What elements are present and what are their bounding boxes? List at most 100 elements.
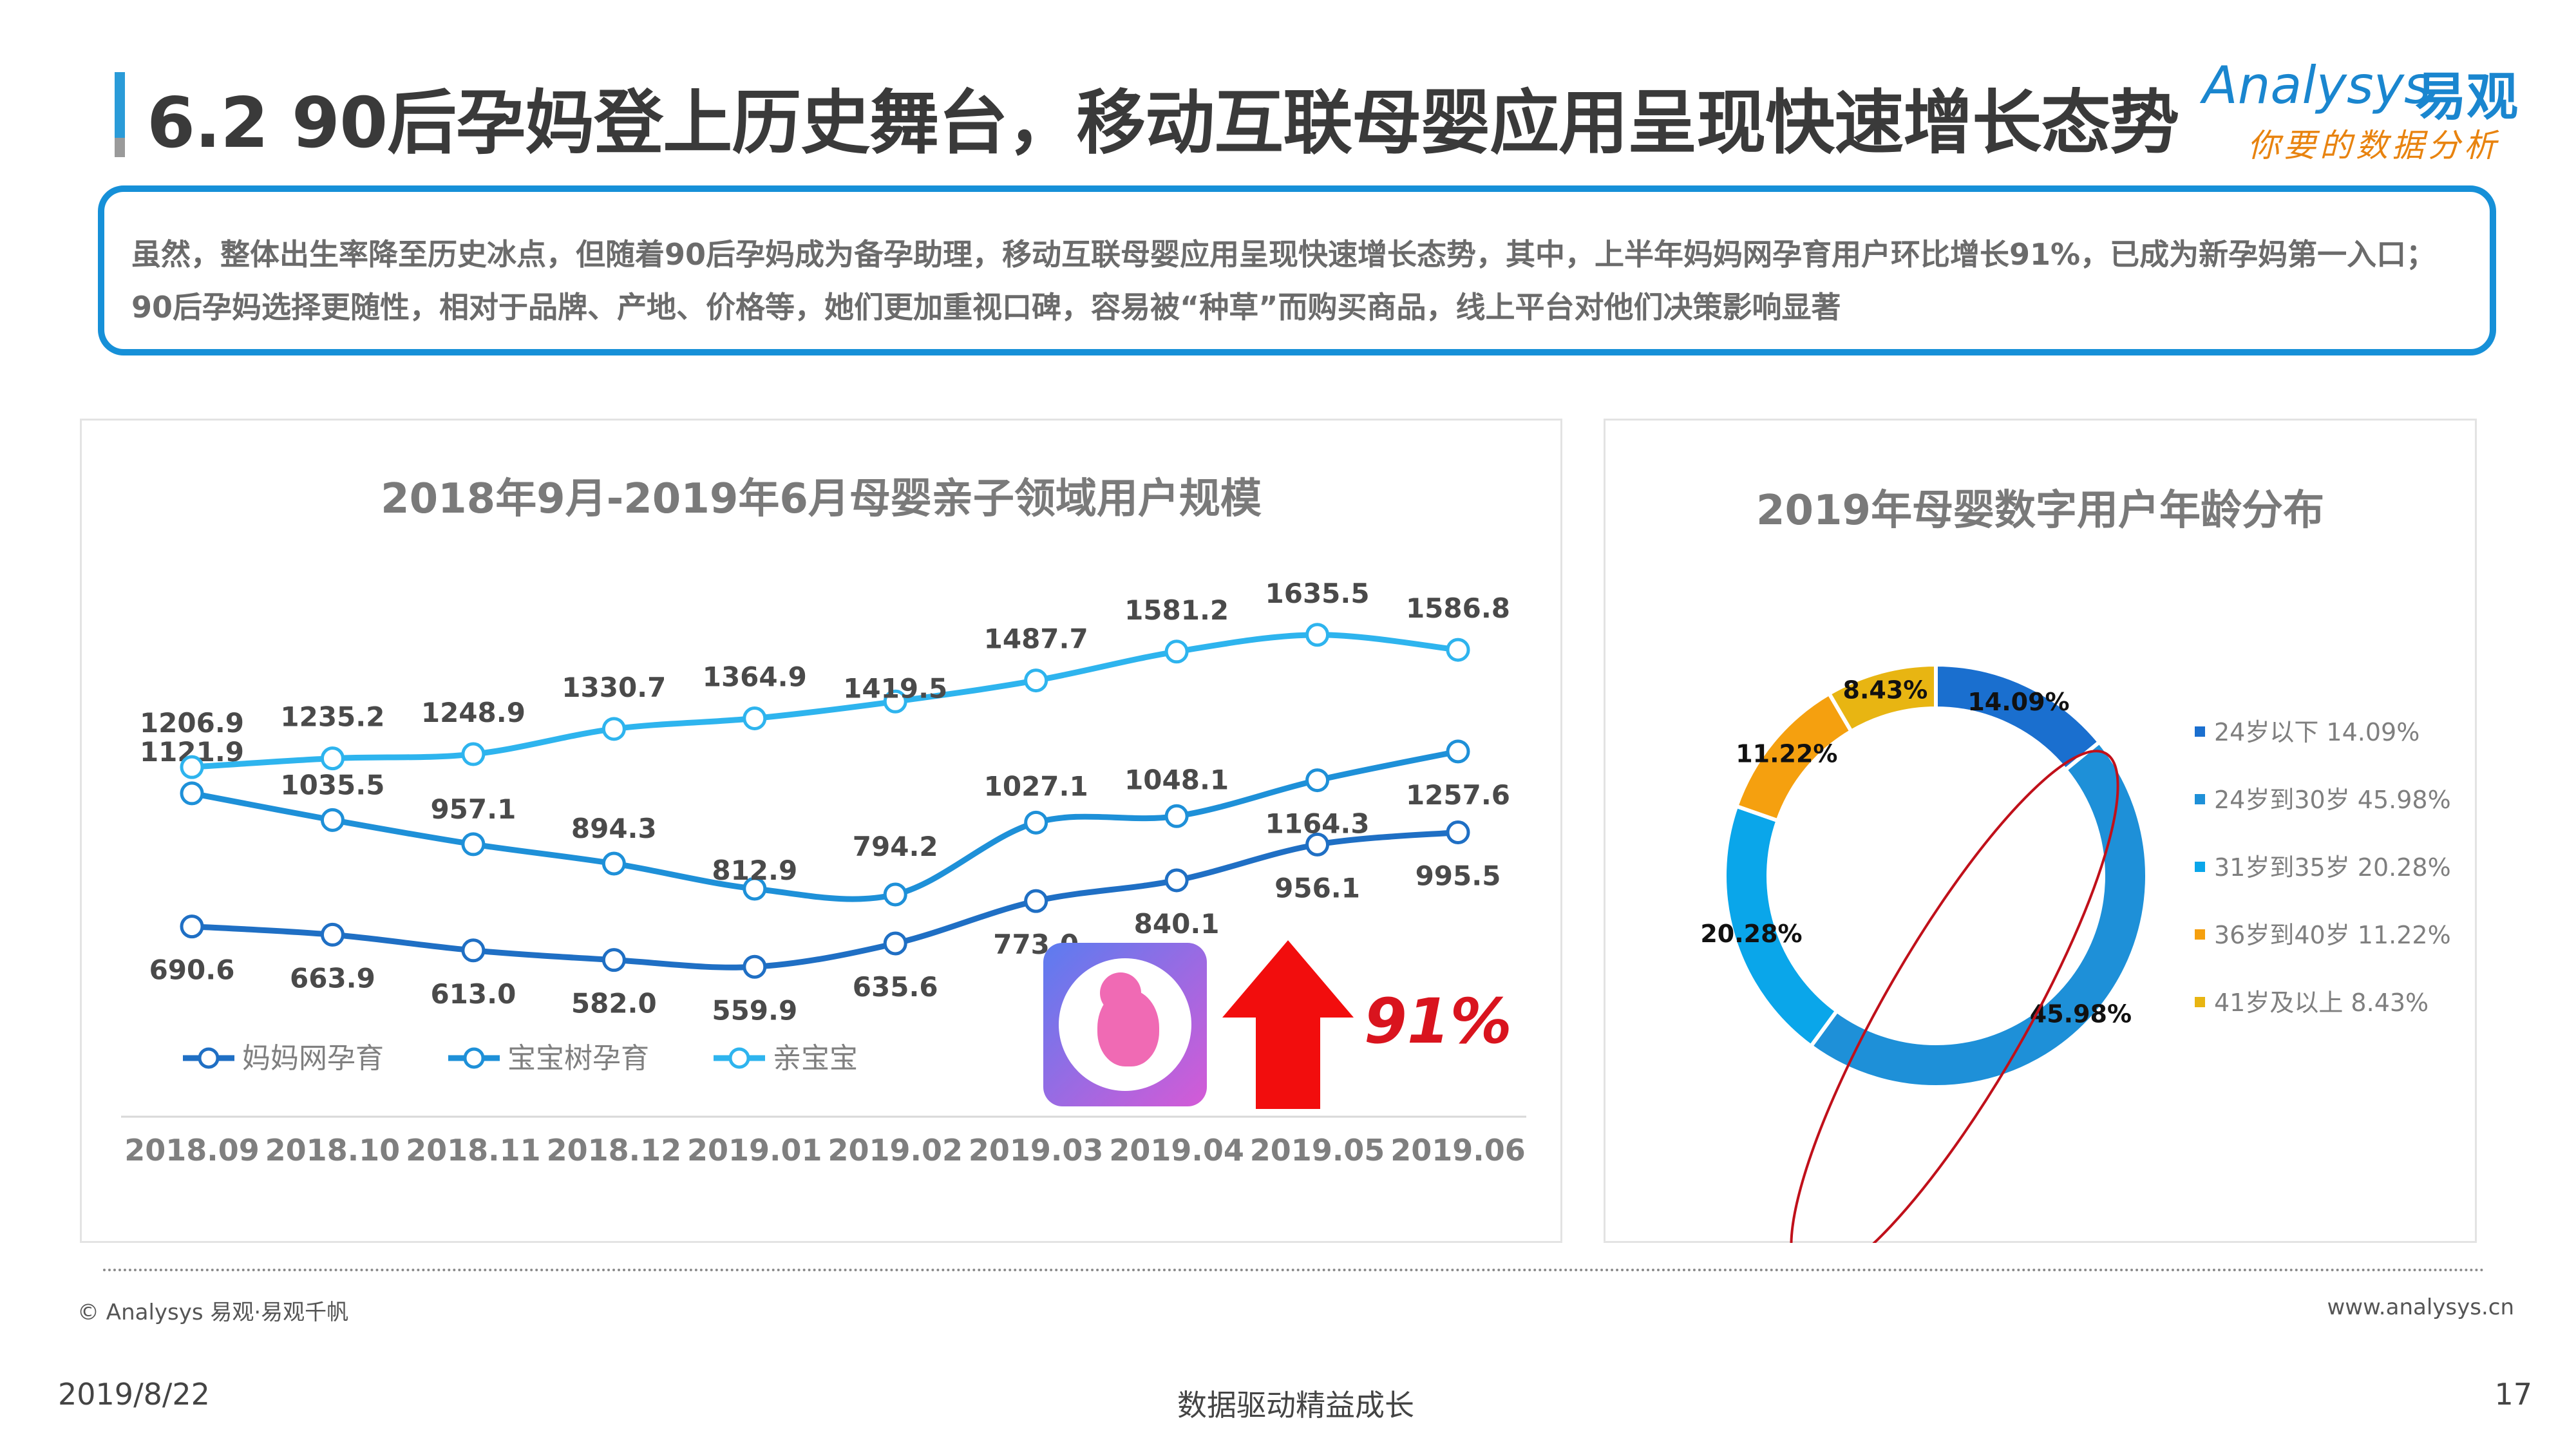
slice-label: 14.09% bbox=[1967, 688, 2069, 716]
analysys-logo: Analysys 易观 你要的数据分析 bbox=[2202, 55, 2531, 165]
data-label: 995.5 bbox=[1416, 860, 1501, 891]
data-point bbox=[1164, 804, 1189, 828]
data-point bbox=[1024, 810, 1048, 835]
data-point bbox=[883, 882, 907, 907]
data-point bbox=[180, 755, 204, 779]
legend-swatch bbox=[2195, 929, 2205, 940]
data-label: 1586.8 bbox=[1406, 592, 1510, 624]
data-point bbox=[1446, 820, 1470, 844]
data-label: 1330.7 bbox=[562, 672, 666, 703]
x-tick-label: 2018.09 bbox=[124, 1133, 260, 1168]
data-point bbox=[601, 717, 626, 741]
data-label: 1035.5 bbox=[280, 769, 384, 800]
data-label: 690.6 bbox=[149, 954, 235, 986]
legend-item: 妈妈网孕育 bbox=[183, 1042, 384, 1075]
series-line-1 bbox=[189, 829, 1461, 971]
legend-swatch-marker bbox=[198, 1047, 220, 1069]
data-label: 613.0 bbox=[430, 978, 516, 1010]
data-point bbox=[461, 832, 486, 857]
data-point bbox=[1446, 638, 1470, 662]
data-point bbox=[601, 948, 626, 972]
data-label: 1635.5 bbox=[1265, 578, 1370, 609]
data-point bbox=[320, 746, 345, 771]
legend-label: 妈妈网孕育 bbox=[242, 1042, 384, 1075]
website-link[interactable]: www.analysys.cn bbox=[2327, 1294, 2515, 1320]
data-point bbox=[320, 922, 345, 947]
data-point bbox=[1024, 889, 1048, 913]
logo-english: Analysys bbox=[2202, 55, 2431, 115]
data-point bbox=[883, 931, 907, 956]
data-label: 1235.2 bbox=[280, 701, 384, 733]
title-accent-bar-gray bbox=[115, 138, 125, 157]
legend-item: 亲宝宝 bbox=[714, 1042, 858, 1075]
data-point bbox=[461, 742, 486, 766]
pie-chart: 2019年母婴数字用户年龄分布 14.09% 45.98% 20.28% 11.22% 8… bbox=[1700, 487, 2451, 1243]
donut-slice bbox=[1934, 662, 2103, 773]
summary-box: 虽然，整体出生率降至历史冰点，但随着90后孕妈成为备孕助理，移动互联母婴应用呈现… bbox=[98, 185, 2496, 355]
legend-label: 36岁到40岁 11.22% bbox=[2214, 921, 2451, 949]
data-label: 559.9 bbox=[712, 994, 797, 1026]
data-point bbox=[743, 954, 767, 979]
data-point bbox=[180, 781, 204, 806]
data-label: 635.6 bbox=[853, 971, 938, 1003]
legend-swatch bbox=[2195, 794, 2205, 804]
x-tick-label: 2019.03 bbox=[969, 1133, 1104, 1168]
legend-swatch-marker bbox=[463, 1047, 485, 1069]
data-label: 1048.1 bbox=[1124, 764, 1229, 795]
data-label: 894.3 bbox=[571, 813, 657, 844]
slice-label: 11.22% bbox=[1736, 739, 1837, 768]
data-point bbox=[320, 808, 345, 832]
data-label: 1257.6 bbox=[1406, 779, 1510, 811]
slice-label: 20.28% bbox=[1700, 920, 1802, 948]
highlight-ellipse bbox=[1790, 750, 2119, 1243]
x-tick-label: 2019.04 bbox=[1109, 1133, 1244, 1168]
data-label: 1487.7 bbox=[984, 623, 1088, 655]
data-label: 1364.9 bbox=[703, 661, 807, 692]
data-point bbox=[1305, 623, 1330, 647]
data-point bbox=[743, 706, 767, 730]
data-label: 840.1 bbox=[1134, 908, 1220, 940]
data-label: 582.0 bbox=[571, 988, 657, 1019]
series-line-2 bbox=[189, 748, 1461, 902]
legend-label: 亲宝宝 bbox=[773, 1042, 858, 1075]
x-tick-label: 2019.01 bbox=[687, 1133, 822, 1168]
data-label: 794.2 bbox=[853, 831, 938, 862]
x-tick-label: 2019.02 bbox=[828, 1133, 963, 1168]
legend-label: 24岁以下 14.09% bbox=[2214, 718, 2420, 746]
data-point bbox=[883, 689, 907, 714]
data-label: 1419.5 bbox=[843, 672, 947, 704]
data-label: 1581.2 bbox=[1124, 594, 1229, 626]
pregnancy-app-icon bbox=[1043, 943, 1207, 1106]
source-note: © Analysys 易观·易观千帆 bbox=[77, 1300, 349, 1325]
data-label: 1248.9 bbox=[421, 697, 526, 728]
data-label: 957.1 bbox=[430, 793, 516, 825]
page-number: 17 bbox=[2494, 1377, 2532, 1412]
data-point bbox=[461, 938, 486, 963]
data-point bbox=[1446, 739, 1470, 764]
slice-label: 45.98% bbox=[2030, 999, 2132, 1028]
x-tick-label: 2018.11 bbox=[406, 1133, 541, 1168]
title-accent-bar bbox=[115, 72, 125, 157]
data-point bbox=[1024, 668, 1048, 693]
x-tick-label: 2018.10 bbox=[265, 1133, 401, 1168]
legend-label: 宝宝树孕育 bbox=[507, 1042, 649, 1075]
logo-chinese: 易观 bbox=[2415, 67, 2518, 127]
legend-swatch bbox=[2195, 726, 2205, 737]
legend-swatch bbox=[2195, 862, 2205, 872]
footer-divider bbox=[103, 1269, 2486, 1271]
donut-slice bbox=[1808, 739, 2150, 1089]
legend-label: 31岁到35岁 20.28% bbox=[2214, 853, 2451, 882]
footer-slogan: 数据驱动精益成长 bbox=[1177, 1388, 1414, 1423]
legend-label: 41岁及以上 8.43% bbox=[2214, 989, 2429, 1017]
data-point bbox=[1164, 639, 1189, 664]
summary-text: 虽然，整体出生率降至历史冰点，但随着90后孕妈成为备孕助理，移动互联母婴应用呈现… bbox=[131, 237, 2436, 325]
donut-slice bbox=[1826, 662, 1938, 734]
footer-date: 2019/8/22 bbox=[58, 1377, 210, 1412]
legend-swatch-marker bbox=[728, 1047, 750, 1069]
data-point bbox=[1305, 832, 1330, 857]
series-line-3 bbox=[189, 632, 1461, 770]
data-label: 812.9 bbox=[712, 855, 797, 886]
up-arrow-icon bbox=[1222, 940, 1354, 1109]
slice-label: 8.43% bbox=[1843, 676, 1928, 704]
